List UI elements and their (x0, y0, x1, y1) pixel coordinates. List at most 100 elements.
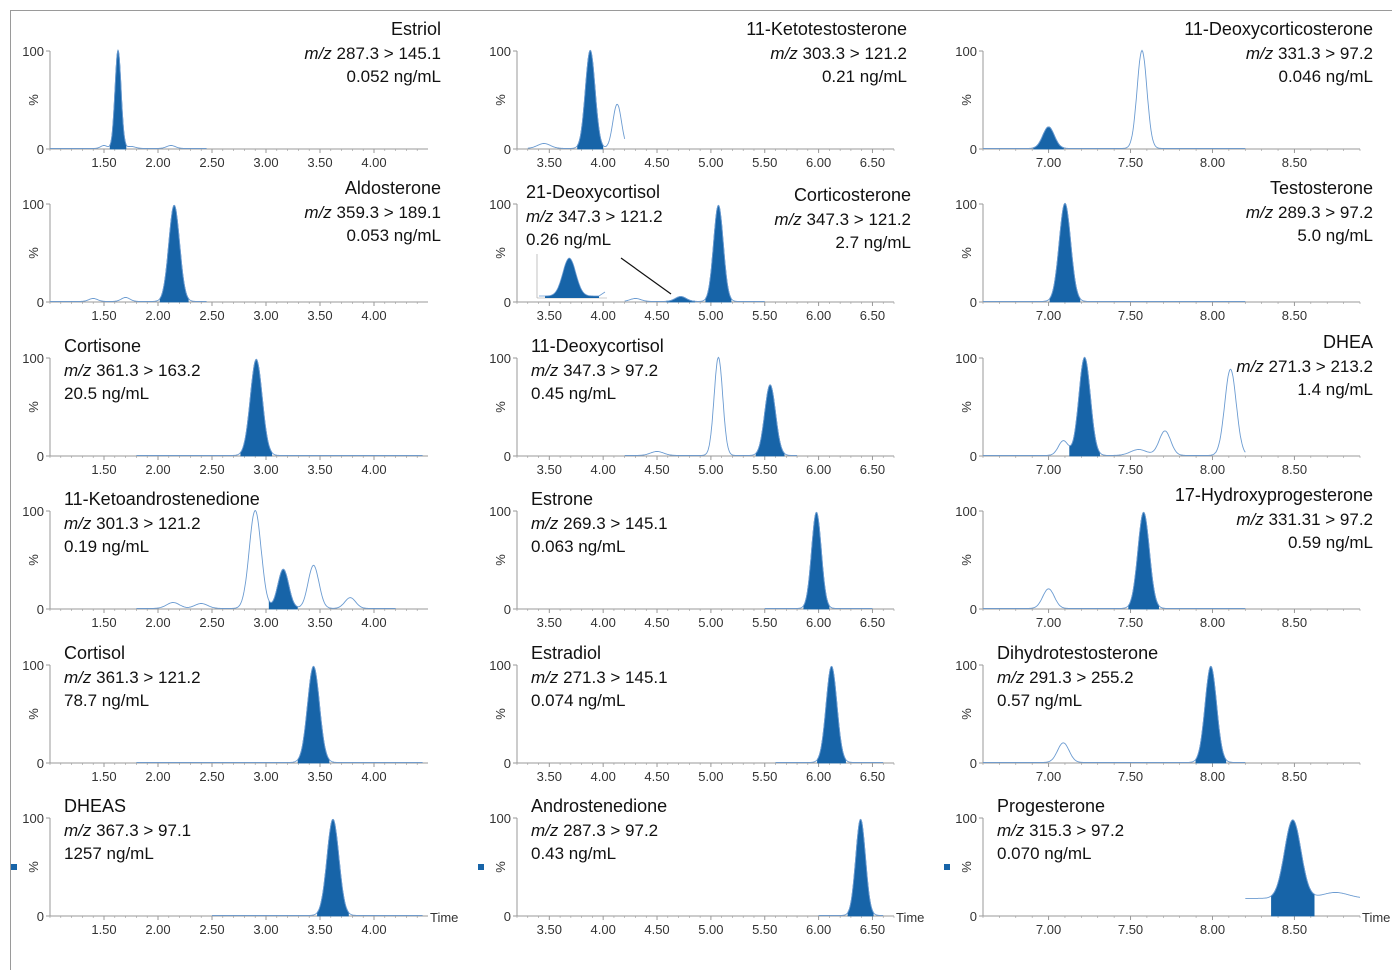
x-tick-label: 6.00 (806, 922, 831, 937)
x-tick-label: 6.50 (860, 615, 885, 630)
chromatogram-panel-14: 0 100% 3.50 4.00 4.50 5.00 5.50 6.00 6.50 Estradi… (489, 643, 895, 784)
y-axis-label: % (26, 401, 41, 413)
mass-transition: m/z 287.3 > 97.2 (531, 821, 658, 840)
inset-trace (539, 257, 606, 297)
x-tick-label: 4.00 (361, 308, 386, 323)
zoom-inset (536, 254, 607, 299)
y-tick-label: 100 (955, 658, 977, 673)
y-tick-label: 100 (22, 197, 44, 212)
y-tick-label: 0 (37, 295, 44, 310)
integrated-peak (817, 665, 846, 764)
x-tick-label: 2.00 (145, 769, 170, 784)
x-tick-label: 3.00 (253, 462, 278, 477)
y-tick-label: 100 (489, 197, 511, 212)
x-tick-label: 2.00 (145, 462, 170, 477)
chromatogram-panel-11: 0 100% 3.50 4.00 4.50 5.00 5.50 6.00 6.50 Estrone… (489, 489, 895, 630)
chromatogram-panel-9: 0 100% 7.00 7.50 8.00 8.50 DHEA m/z 271.3 > 213… (955, 332, 1373, 477)
chromatogram-panel-6: 0 100% 7.00 7.50 8.00 8.50 Testosterone m/z 289… (955, 178, 1373, 323)
x-tick-label: 3.50 (307, 615, 332, 630)
x-tick-label: 5.00 (698, 922, 723, 937)
x-tick-label: 6.50 (860, 155, 885, 170)
x-tick-label: 8.00 (1200, 308, 1225, 323)
chromatogram-panel-4: 0 100% 1.50 2.00 2.50 3.00 3.50 4.00 Aldosterone… (22, 178, 441, 323)
chromatogram-panel-10: 0 100% 1.50 2.00 2.50 3.00 3.50 4.00 11-Ketoandr… (22, 489, 428, 630)
y-axis-label: % (493, 94, 508, 106)
x-tick-label: 3.50 (307, 462, 332, 477)
legend-marker (478, 864, 484, 870)
x-tick-label: 6.50 (860, 462, 885, 477)
chromatogram-trace (136, 358, 423, 456)
x-tick-label: 5.00 (698, 308, 723, 323)
integrated-peak (159, 204, 189, 303)
mass-transition: m/z 367.3 > 97.1 (64, 821, 191, 840)
compound-name-2: Corticosterone (794, 185, 911, 205)
compound-name: 21-Deoxycortisol (526, 182, 660, 202)
x-tick-label: 5.00 (698, 769, 723, 784)
integrated-peak (317, 818, 349, 917)
x-tick-label: 8.50 (1282, 155, 1307, 170)
chromatogram-panel-1: 0 100% 1.50 2.00 2.50 3.00 3.50 4.00 Estriol m/z … (22, 19, 441, 170)
chromatogram-trace (775, 665, 884, 763)
chromatogram-trace (983, 202, 1246, 302)
time-axis-label: Time (1362, 910, 1390, 925)
y-tick-label: 100 (955, 351, 977, 366)
concentration: 0.053 ng/mL (346, 226, 441, 245)
x-tick-label: 2.50 (199, 922, 224, 937)
compound-name: Estrone (531, 489, 593, 509)
chromatogram-trace (818, 818, 884, 916)
y-tick-label: 100 (22, 504, 44, 519)
legend-marker (944, 864, 950, 870)
chromatogram-trace (983, 356, 1246, 456)
y-tick-label: 0 (504, 909, 511, 924)
y-tick-label: 0 (970, 909, 977, 924)
mass-transition: m/z 361.3 > 121.2 (64, 668, 201, 687)
chromatogram-panel-12: 0 100% 7.00 7.50 8.00 8.50 17-Hydroxyprogester… (955, 485, 1373, 630)
x-tick-label: 3.00 (253, 769, 278, 784)
integrated-peak (755, 384, 785, 457)
x-tick-label: 6.00 (806, 155, 831, 170)
compound-name: 11-Ketotestosterone (746, 19, 907, 39)
integrated-peak (666, 296, 696, 303)
x-tick-label: 8.50 (1282, 615, 1307, 630)
y-tick-label: 0 (504, 756, 511, 771)
x-tick-label: 5.50 (752, 769, 777, 784)
x-tick-label: 3.00 (253, 922, 278, 937)
y-tick-label: 100 (489, 658, 511, 673)
chromatogram-trace (136, 665, 423, 763)
y-tick-label: 0 (37, 909, 44, 924)
x-tick-label: 5.50 (752, 615, 777, 630)
inset-pointer-line (620, 257, 672, 295)
y-axis-label: % (959, 708, 974, 720)
y-tick-label: 100 (22, 658, 44, 673)
x-tick-label: 1.50 (91, 308, 116, 323)
y-tick-label: 0 (504, 295, 511, 310)
x-tick-label: 4.00 (361, 615, 386, 630)
mass-transition: m/z 331.31 > 97.2 (1236, 510, 1373, 529)
compound-name: 11-Deoxycorticosterone (1184, 19, 1373, 39)
y-tick-label: 0 (970, 756, 977, 771)
y-tick-label: 0 (37, 756, 44, 771)
x-tick-label: 4.50 (644, 615, 669, 630)
y-axis-label: % (493, 708, 508, 720)
y-axis-label: % (959, 554, 974, 566)
compound-name: Cortisol (64, 643, 125, 663)
y-axis-label: % (26, 554, 41, 566)
mass-transition: m/z 301.3 > 121.2 (64, 514, 201, 533)
x-tick-label: 4.50 (644, 308, 669, 323)
y-axis-label: % (959, 401, 974, 413)
integrated-peak (577, 49, 604, 150)
chromatogram-trace (212, 818, 423, 916)
concentration: 0.59 ng/mL (1288, 533, 1373, 552)
integrated-peak (1069, 356, 1100, 457)
integrated-peak (268, 568, 298, 610)
x-tick-label: 4.00 (591, 155, 616, 170)
y-axis-label: % (26, 861, 41, 873)
x-tick-label: 8.00 (1200, 769, 1225, 784)
concentration: 0.19 ng/mL (64, 537, 149, 556)
concentration: 5.0 ng/mL (1297, 226, 1373, 245)
y-tick-label: 100 (955, 44, 977, 59)
chromatogram-panel-16: 0 100% 1.50 2.00 2.50 3.00 3.50 4.00 Time DHEAS m/… (11, 796, 458, 937)
y-tick-label: 100 (955, 811, 977, 826)
concentration: 0.43 ng/mL (531, 844, 616, 863)
time-axis-label: Time (430, 910, 458, 925)
